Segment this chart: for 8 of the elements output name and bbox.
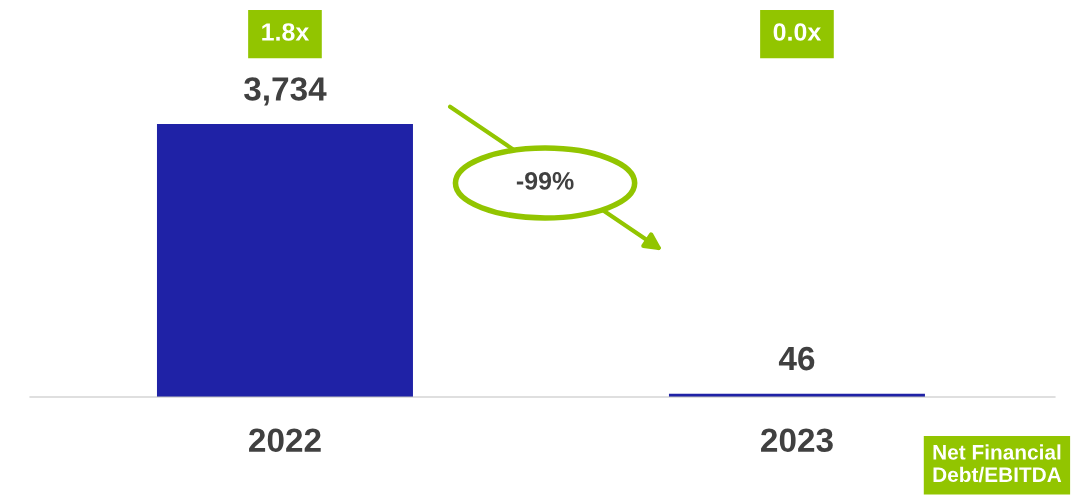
x-tick-label: 2022	[249, 428, 321, 453]
x-tick-label: 2023	[761, 428, 833, 453]
text: Net Financial Debt/EBITDA	[933, 444, 1062, 483]
annotation: -99%	[516, 172, 574, 190]
text: 1.8x	[262, 23, 310, 41]
data-label: 3,734	[244, 77, 327, 106]
data-label: 46	[778, 346, 815, 371]
text: 0.0x	[773, 23, 822, 41]
